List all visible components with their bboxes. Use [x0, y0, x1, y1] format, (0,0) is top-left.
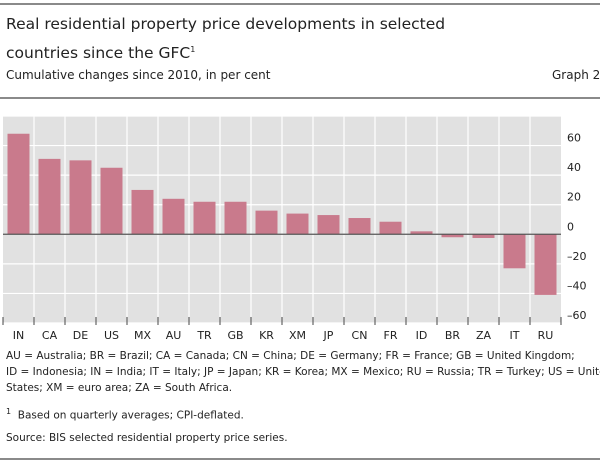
chart-subtitle: Cumulative changes since 2010, in per ce…	[6, 68, 271, 82]
y-tick-label: –20	[567, 250, 587, 263]
y-tick-label: –60	[567, 309, 587, 322]
x-tick-label: KR	[259, 329, 274, 342]
graph-number: Graph 2	[552, 68, 600, 82]
footnote: 1 Based on quarterly averages; CPI-defla…	[6, 404, 244, 424]
bar-XM	[286, 213, 309, 235]
bar-TR	[193, 201, 216, 235]
chart-title-text: Real residential property price developm…	[6, 15, 446, 63]
abbreviations-line-1: AU = Australia; BR = Brazil; CA = Canada…	[6, 350, 575, 362]
abbreviations-line-3: States; XM = euro area; ZA = South Afric…	[6, 382, 233, 394]
y-tick-label: –40	[567, 279, 587, 292]
footnote-mark: 1	[6, 407, 12, 416]
bar-CN	[348, 218, 371, 235]
bar-FR	[379, 221, 402, 235]
title-footnote-mark: 1	[190, 45, 196, 54]
x-tick-label: MX	[134, 329, 151, 342]
y-tick-label: 20	[567, 191, 581, 204]
x-tick-label: IT	[510, 329, 520, 342]
top-rule	[0, 3, 600, 5]
bar-JP	[317, 215, 340, 235]
y-tick-label: 40	[567, 161, 581, 174]
source-note: Source: BIS selected residential propert…	[6, 432, 288, 444]
y-tick-label: 60	[567, 132, 581, 145]
bar-IN	[7, 133, 30, 235]
bar-IT	[503, 234, 526, 269]
bar-DE	[69, 160, 92, 235]
bar-MX	[131, 189, 154, 235]
abbreviations-line-2: ID = Indonesia; IN = India; IT = Italy; …	[6, 366, 600, 378]
bar-US	[100, 167, 123, 235]
bar-GB	[224, 201, 247, 235]
x-tick-label: CN	[352, 329, 368, 342]
abbreviations-note: AU = Australia; BR = Brazil; CA = Canada…	[6, 348, 600, 396]
x-tick-label: AU	[166, 329, 182, 342]
bar-CA	[38, 158, 61, 235]
bar-KR	[255, 210, 278, 235]
x-tick-label: JP	[323, 329, 334, 342]
header-rule	[0, 97, 600, 99]
y-tick-label: 0	[567, 220, 574, 233]
x-tick-label: GB	[227, 329, 243, 342]
x-tick-label: FR	[384, 329, 398, 342]
x-tick-label: BR	[445, 329, 461, 342]
footnote-text: Based on quarterly averages; CPI-deflate…	[17, 409, 244, 422]
bar-ID	[410, 231, 433, 235]
x-tick-label: XM	[289, 329, 306, 342]
bar-chart: IN CA DE US MX AU TR GB KR XM JP CN FR ID BR ZA IT RU 60 40…	[2, 115, 587, 342]
x-tick-label: US	[104, 329, 119, 342]
x-tick-label: IN	[13, 329, 24, 342]
x-tick-label: ID	[416, 329, 428, 342]
x-tick-label: RU	[538, 329, 554, 342]
bar-BR	[441, 234, 464, 238]
x-tick-label: DE	[73, 329, 88, 342]
bar-AU	[162, 198, 185, 235]
x-tick-label: CA	[42, 329, 58, 342]
bar-RU	[534, 234, 557, 295]
bottom-rule	[0, 458, 600, 460]
chart-title: Real residential property price developm…	[6, 12, 506, 66]
x-tick-label: ZA	[476, 329, 492, 342]
x-tick-label: TR	[196, 329, 212, 342]
bar-ZA	[472, 234, 495, 238]
